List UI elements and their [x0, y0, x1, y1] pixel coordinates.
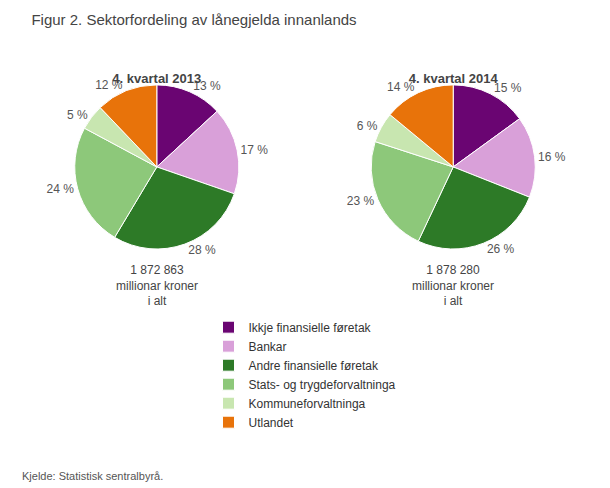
svg-text:Kommuneforvaltninga: Kommuneforvaltninga [249, 397, 366, 411]
svg-text:24 %: 24 % [47, 182, 75, 196]
svg-text:4. kvartal 2014: 4. kvartal 2014 [409, 71, 499, 86]
svg-text:Figur 2. Sektorfordeling av lå: Figur 2. Sektorfordeling av lånegjelda i… [31, 11, 356, 28]
svg-text:15 %: 15 % [494, 81, 522, 95]
svg-text:28 %: 28 % [188, 243, 216, 257]
svg-text:14 %: 14 % [387, 80, 415, 94]
svg-text:Utlandet: Utlandet [249, 416, 294, 430]
svg-text:17 %: 17 % [241, 143, 269, 157]
svg-text:1 872 863millionar kroneri alt: 1 872 863millionar kroneri alt [116, 263, 198, 308]
svg-text:1 878 280millionar kroneri alt: 1 878 280millionar kroneri alt [412, 263, 494, 308]
svg-text:6 %: 6 % [357, 119, 378, 133]
svg-text:5 %: 5 % [67, 108, 88, 122]
svg-text:Andre finansielle føretak: Andre finansielle føretak [249, 359, 379, 373]
svg-text:Bankar: Bankar [249, 340, 287, 354]
svg-text:13 %: 13 % [193, 79, 221, 93]
svg-text:26 %: 26 % [487, 242, 515, 256]
svg-text:12 %: 12 % [95, 78, 123, 92]
svg-text:4. kvartal 2013: 4. kvartal 2013 [112, 71, 201, 86]
svg-text:Ikkje finansielle føretak: Ikkje finansielle føretak [249, 321, 372, 335]
svg-text:Kjelde: Statistisk sentralbyrå: Kjelde: Statistisk sentralbyrå. [22, 470, 163, 482]
svg-text:Stats- og trygdeforvaltninga: Stats- og trygdeforvaltninga [249, 378, 396, 392]
svg-text:23 %: 23 % [347, 194, 375, 208]
svg-text:16 %: 16 % [538, 150, 566, 164]
